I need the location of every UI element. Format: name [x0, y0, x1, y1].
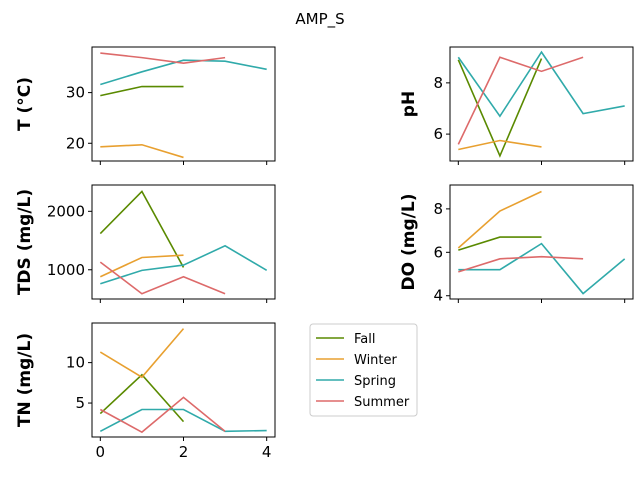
y-axis-label-T: T (°C): [15, 77, 35, 131]
legend-label-spring: Spring: [354, 374, 396, 389]
series-line-pH-winter: [458, 139, 542, 151]
y-tick-label-T-20: 20: [66, 134, 85, 152]
panel-DO: 4 6 8 DO (mg/L): [399, 184, 634, 305]
series-line-T-winter: [100, 143, 184, 159]
y-tick-label-pH-6: 6: [433, 125, 443, 143]
legend-label-winter: Winter: [354, 353, 398, 368]
series-line-pH-spring: [457, 50, 625, 118]
y-tick-label-TN-5: 5: [75, 394, 85, 412]
series-line-TN-winter: [99, 328, 185, 379]
x-tick-label-TN-0: 0: [96, 443, 106, 461]
series-line-T-spring: [100, 59, 267, 86]
figure-title: AMP_S: [295, 10, 344, 29]
series-line-T-summer: [100, 52, 226, 65]
panel-pH: 6 8 pH: [399, 46, 634, 165]
panel-T: 20 30 T (°C): [15, 46, 276, 165]
legend: Fall Winter Spring Summer: [309, 323, 418, 417]
series-line-DO-fall: [458, 236, 542, 251]
series-line-TDS-winter: [99, 254, 184, 278]
y-tick-label-pH-8: 8: [433, 74, 443, 92]
series-line-TDS-summer: [99, 261, 226, 295]
panel-TDS: 1000 2000 TDS (mg/L): [15, 184, 276, 303]
y-axis-label-DO: DO (mg/L): [399, 194, 419, 291]
y-tick-label-TDS-2000: 2000: [47, 202, 85, 220]
y-axis-label-pH: pH: [399, 91, 419, 117]
legend-box: [309, 323, 418, 417]
series-line-DO-summer: [458, 255, 584, 273]
series-line-TN-spring: [99, 408, 267, 433]
series-line-TN-summer: [99, 396, 226, 434]
series-line-TDS-spring: [100, 244, 268, 285]
series-line-pH-summer: [457, 56, 584, 145]
series-line-pH-fall: [457, 58, 543, 158]
y-tick-label-TDS-1000: 1000: [47, 261, 85, 279]
y-tick-label-DO-8: 8: [433, 200, 443, 218]
panel-TN: 0 2 4 5 10 TN (mg/L): [15, 322, 276, 461]
x-tick-label-TN-2: 2: [179, 443, 189, 461]
y-tick-label-T-30: 30: [66, 84, 85, 102]
series-line-T-fall: [100, 85, 184, 97]
series-line-TDS-fall: [99, 190, 185, 268]
legend-label-summer: Summer: [354, 395, 410, 410]
y-tick-label-DO-4: 4: [433, 287, 443, 305]
series-line-TN-fall: [99, 373, 185, 423]
y-tick-label-TN-10: 10: [66, 354, 85, 372]
y-axis-label-TDS: TDS (mg/L): [15, 189, 35, 295]
series-line-DO-winter: [457, 190, 542, 249]
x-tick-label-TN-4: 4: [262, 443, 272, 461]
series-line-DO-spring: [458, 242, 626, 295]
y-tick-label-DO-6: 6: [433, 243, 443, 261]
y-axis-label-TN: TN (mg/L): [15, 333, 35, 427]
legend-label-fall: Fall: [354, 332, 375, 347]
